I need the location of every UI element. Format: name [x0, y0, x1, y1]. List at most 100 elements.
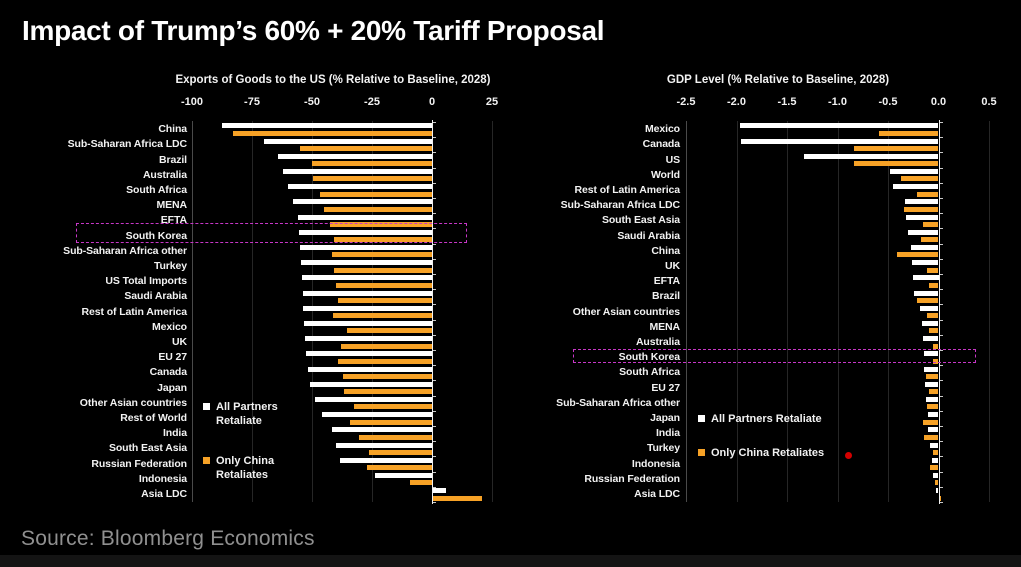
axis-tick	[433, 380, 436, 382]
axis-tick	[433, 441, 436, 443]
axis-tick	[939, 350, 943, 351]
bar-all-partners	[336, 442, 432, 448]
bar-all-partners	[906, 214, 939, 220]
category-label: Australia	[142, 168, 187, 181]
grid-line	[736, 121, 738, 502]
x-tick-label: -2.5	[676, 96, 696, 108]
category-label: EU 27	[651, 381, 680, 394]
category-label: China	[651, 244, 680, 257]
category-label: South Korea	[618, 351, 680, 364]
bottom-strip	[0, 555, 1021, 567]
axis-tick	[939, 304, 943, 306]
axis-tick	[939, 365, 943, 367]
bar-all-partners	[310, 381, 432, 387]
bar-only-china	[927, 313, 939, 319]
category-label: Russian Federation	[91, 457, 187, 470]
bar-only-china	[232, 130, 432, 136]
bar-all-partners	[914, 290, 939, 296]
bar-only-china	[938, 495, 941, 501]
highlight-box	[573, 349, 976, 363]
category-label: Saudi Arabia	[617, 229, 680, 242]
bar-all-partners	[920, 305, 939, 311]
bar-only-china	[340, 343, 432, 349]
bar-all-partners	[322, 412, 432, 418]
x-tick-label: 0.0	[930, 96, 947, 108]
axis-tick	[939, 274, 943, 275]
bar-all-partners	[930, 442, 939, 448]
orange-square-icon	[203, 457, 210, 464]
axis-tick	[433, 365, 436, 367]
legend-entry-only-china: Only China Retaliates	[203, 454, 301, 482]
bar-all-partners	[278, 153, 432, 159]
white-square-icon	[203, 403, 210, 410]
bar-only-china	[324, 206, 432, 212]
category-label: Australia	[635, 335, 680, 348]
axis-tick	[939, 319, 943, 321]
axis-tick	[433, 167, 436, 169]
category-label: Canada	[642, 138, 680, 151]
bar-only-china	[853, 146, 939, 151]
legend-entry-all-partners: All Partners Retaliate	[203, 400, 301, 428]
bar-all-partners	[308, 366, 432, 372]
axis-tick	[433, 274, 436, 275]
bar-only-china	[333, 267, 432, 273]
legend-entry-only-china: Only China Retaliates	[698, 446, 824, 460]
bar-all-partners	[302, 290, 432, 296]
grid-line	[372, 121, 373, 502]
bar-only-china	[917, 298, 939, 303]
category-label: Rest of Latin America	[81, 305, 188, 318]
axis-tick	[433, 395, 436, 397]
bar-only-china	[349, 419, 432, 425]
category-label: Turkey	[646, 442, 680, 455]
white-square-icon	[698, 415, 705, 422]
bar-only-china	[878, 130, 939, 136]
bar-all-partners	[303, 305, 432, 311]
bar-only-china	[368, 450, 432, 455]
axis-tick	[939, 198, 943, 199]
category-label: South East Asia	[108, 442, 187, 455]
x-tick-label: -75	[244, 96, 260, 108]
grid-line	[192, 121, 193, 502]
bar-all-partners	[740, 138, 939, 144]
bar-only-china	[853, 161, 939, 167]
axis-tick	[433, 334, 436, 336]
bar-only-china	[432, 495, 482, 501]
category-label: India	[655, 427, 680, 440]
bar-all-partners	[304, 336, 432, 342]
axis-tick	[939, 486, 943, 488]
exports-chart-legend: All Partners Retaliate Only China Retali…	[203, 400, 301, 482]
bar-only-china	[332, 252, 432, 258]
axis-tick	[939, 258, 943, 260]
bar-all-partners	[302, 275, 432, 281]
bar-only-china	[366, 465, 432, 471]
category-label: Other Asian countries	[572, 305, 680, 318]
axis-tick	[433, 456, 436, 458]
bar-all-partners	[923, 336, 939, 342]
bar-only-china	[336, 282, 432, 288]
bar-only-china	[338, 358, 432, 364]
bar-all-partners	[301, 260, 432, 266]
x-tick-label: -2.0	[727, 96, 746, 108]
legend-label-only-china: Only China Retaliates	[216, 455, 275, 481]
bar-only-china	[343, 374, 432, 379]
bar-only-china	[897, 252, 939, 258]
category-label: Mexico	[152, 320, 187, 333]
legend-label-only-china: Only China Retaliates	[711, 447, 825, 459]
red-dot-marker	[845, 452, 852, 459]
category-label: Brazil	[652, 290, 680, 303]
bar-only-china	[930, 465, 939, 471]
axis-tick	[433, 502, 436, 503]
axis-tick	[939, 502, 943, 503]
bar-all-partners	[222, 123, 432, 129]
grid-line	[837, 121, 839, 502]
bar-all-partners	[928, 412, 939, 418]
axis-tick	[433, 213, 436, 215]
category-label: Mexico	[645, 123, 680, 136]
bar-all-partners	[331, 427, 432, 433]
bar-only-china	[904, 206, 939, 212]
axis-tick	[939, 334, 943, 336]
bar-only-china	[917, 191, 939, 197]
category-label: Sub-Saharan Africa other	[63, 244, 187, 257]
category-label: Japan	[157, 381, 187, 394]
category-label: Sub-Saharan Africa LDC	[67, 138, 187, 151]
